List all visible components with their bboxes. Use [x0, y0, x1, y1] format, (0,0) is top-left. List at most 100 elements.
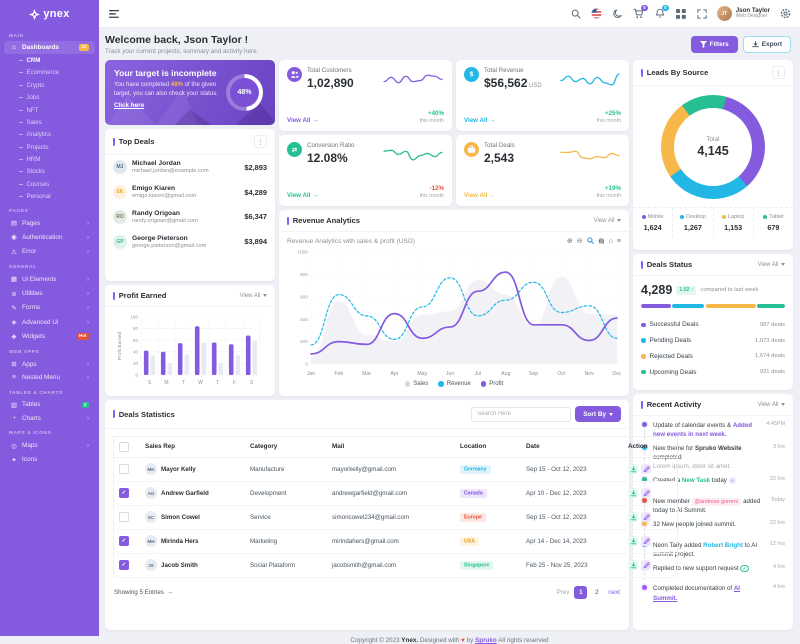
edit-action-button[interactable] — [641, 464, 651, 474]
sidebar-subitem-projects[interactable]: Projects — [0, 141, 99, 153]
sidebar-subitem-stocks[interactable]: Stocks — [0, 166, 99, 178]
export-button[interactable]: Export — [742, 36, 791, 53]
sidebar-subitem-hrm[interactable]: HRM — [0, 153, 99, 165]
deal-row[interactable]: GP George Pieterson george.pieterson@gmail… — [105, 229, 275, 254]
notifications-bell-icon[interactable]: 0 — [654, 4, 669, 20]
leads-legend-mobile: Mobile 1,624 — [633, 208, 674, 238]
activity-link[interactable]: Added new events in next week. — [653, 421, 753, 438]
kpi-view-all[interactable]: View All → — [464, 117, 496, 124]
sidebar-item-tables[interactable]: ▥ Tables 2 — [4, 398, 95, 412]
sidebar-subitem-courses[interactable]: Courses — [0, 178, 99, 190]
legend-text: Laptop — [727, 214, 745, 220]
page-2[interactable]: 2 — [595, 588, 599, 596]
download-action-button[interactable] — [628, 488, 638, 498]
deals-status-view-all[interactable]: View All — [758, 262, 785, 268]
user-profile[interactable]: JT Json Taylor Web Designer — [716, 6, 770, 21]
zoom-in-icon[interactable]: ⊕ — [566, 238, 573, 245]
selection-zoom-icon[interactable] — [587, 237, 594, 246]
search-icon[interactable] — [570, 8, 582, 20]
sidebar-item-error[interactable]: ⚠ Error › — [4, 245, 95, 259]
hamburger-menu-icon[interactable] — [108, 8, 120, 20]
sidebar-item-dashboards[interactable]: ⌂ Dashboards 12 — [4, 41, 95, 55]
recent-activity-view-all[interactable]: View All — [758, 402, 785, 408]
deal-row[interactable]: EK Emigo Kiaren emigo.kiaren@gmail.com $4,2… — [105, 180, 275, 205]
deal-row[interactable]: MJ Michael Jordan michael.jordan@example.c… — [105, 155, 275, 180]
next-page[interactable]: next — [608, 588, 620, 596]
sidebar-item-pages[interactable]: ▤ Pages › — [4, 216, 95, 230]
sidebar-subitem-analytics[interactable]: Analytics — [0, 129, 99, 141]
vendor-link[interactable]: Spruko — [475, 637, 497, 644]
chart-toolbar: ⊕ ⊖ ⌂ ≡ — [567, 237, 621, 246]
download-action-button[interactable] — [628, 464, 638, 474]
zoom-out-icon[interactable]: ⊖ — [576, 238, 583, 245]
sidebar-item-ui-elements[interactable]: ▦ Ui Elements › — [4, 272, 95, 286]
language-flag-icon[interactable] — [591, 8, 603, 20]
prev-page[interactable]: Prev — [556, 588, 570, 596]
sidebar-subitem-nft[interactable]: NFT — [0, 104, 99, 116]
sidebar-item-widgets[interactable]: ❖ Widgets Hot — [4, 330, 95, 344]
sidebar: ynex Main ⌂ Dashboards 12 CRM Ecommerce Crypto… — [0, 0, 99, 636]
dark-mode-moon-icon[interactable] — [612, 8, 624, 20]
rep-name: Jacob Smith — [161, 561, 198, 569]
sidebar-subitem-ecommerce[interactable]: Ecommerce — [0, 67, 99, 79]
sidebar-item-maps[interactable]: ◎ Maps › — [4, 438, 95, 452]
sidebar-item-advanced-ui[interactable]: ◈ Advanced Ui › — [4, 315, 95, 329]
authentication-icon: ◉ — [11, 234, 17, 242]
deal-row[interactable]: RO Randy Origoan randy.origoan@gmail.com $6… — [105, 205, 275, 230]
select-all-checkbox[interactable] — [119, 442, 129, 452]
filters-button[interactable]: Filters — [690, 36, 738, 53]
sidebar-item-forms[interactable]: ✎ Forms › — [4, 301, 95, 315]
kpi-view-all[interactable]: View All → — [287, 117, 319, 124]
row-checkbox[interactable] — [119, 512, 129, 522]
apps-grid-icon[interactable] — [675, 8, 687, 20]
download-action-button[interactable] — [628, 536, 638, 546]
row-checkbox[interactable]: ✓ — [119, 536, 129, 546]
cart-icon[interactable]: 5 — [633, 4, 648, 20]
download-action-button[interactable] — [628, 512, 638, 522]
leads-by-source-card: Leads By Source ⋮ Total 4,145 Mobile 1,62… — [633, 60, 793, 250]
sidebar-subitem-personal[interactable]: Personal — [0, 191, 99, 203]
kpi-label: Conversion Ratio — [307, 142, 355, 149]
click-here-link[interactable]: Click here — [114, 101, 145, 109]
sidebar-subitem-jobs[interactable]: Jobs — [0, 92, 99, 104]
edit-action-button[interactable] — [641, 560, 651, 570]
more-options-icon[interactable]: ⋮ — [254, 135, 267, 148]
edit-action-button[interactable] — [641, 536, 651, 546]
sidebar-item-authentication[interactable]: ◉ Authentication › — [4, 230, 95, 244]
fullscreen-icon[interactable] — [696, 8, 708, 20]
edit-action-button[interactable] — [641, 512, 651, 522]
sidebar-item-utilities[interactable]: ⊚ Utilities › — [4, 286, 95, 300]
chevron-down-icon — [617, 219, 621, 222]
home-reset-icon[interactable]: ⌂ — [608, 238, 613, 245]
sidebar-subitem-crypto[interactable]: Crypto — [0, 79, 99, 91]
pan-hand-icon[interactable] — [598, 237, 605, 246]
sidebar-item-icons[interactable]: ✦ Icons — [4, 453, 95, 467]
edit-action-button[interactable] — [641, 488, 651, 498]
deal-person: Randy Origoan randy.origoan@gmail.com — [132, 210, 198, 224]
chevron-down-icon — [781, 263, 785, 266]
view-all-label: View All — [464, 117, 488, 124]
row-checkbox[interactable]: ✓ — [119, 488, 129, 498]
sidebar-item-apps[interactable]: ⊞ Apps › — [4, 357, 95, 371]
deals-statistics-card: Deals Statistics Sort By Sales RepCatego… — [105, 400, 678, 630]
page-1[interactable]: 1 — [574, 585, 588, 599]
sort-by-button[interactable]: Sort By — [575, 406, 621, 422]
sidebar-subitem-sales[interactable]: Sales — [0, 116, 99, 128]
row-checkbox[interactable]: ✓ — [119, 560, 129, 570]
svg-text:80: 80 — [133, 326, 139, 331]
chart-menu-icon[interactable]: ≡ — [616, 238, 621, 245]
app-logo[interactable]: ynex — [0, 0, 99, 28]
row-checkbox[interactable] — [119, 464, 129, 474]
revenue-view-all[interactable]: View All — [594, 218, 621, 224]
sidebar-item-nested-menu[interactable]: ≡ Nested Menu › — [4, 371, 95, 384]
kpi-view-all[interactable]: View All → — [464, 192, 496, 199]
search-input[interactable] — [471, 406, 572, 422]
download-action-button[interactable] — [628, 560, 638, 570]
activity-link[interactable]: AI Summit. — [653, 585, 741, 602]
profit-view-all[interactable]: View All — [240, 293, 267, 299]
more-options-icon[interactable]: ⋮ — [772, 66, 785, 79]
kpi-view-all[interactable]: View All → — [287, 192, 319, 199]
sidebar-item-charts[interactable]: ◔ Charts › — [4, 412, 95, 425]
settings-gear-icon[interactable] — [779, 8, 791, 20]
sidebar-subitem-crm[interactable]: CRM — [0, 54, 99, 66]
